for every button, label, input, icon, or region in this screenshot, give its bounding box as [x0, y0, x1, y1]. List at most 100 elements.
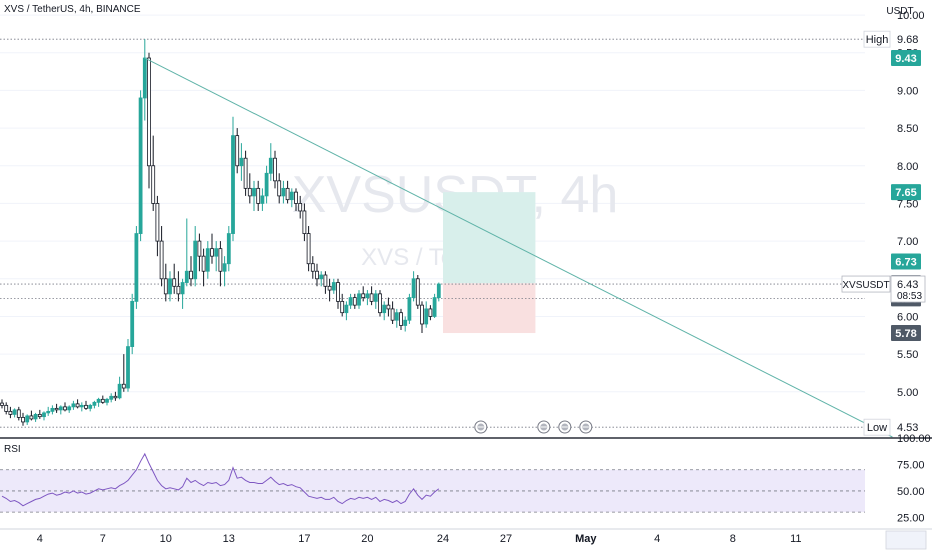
candle[interactable]	[79, 402, 84, 412]
candle[interactable]	[361, 286, 366, 302]
candle[interactable]	[117, 376, 122, 400]
candle[interactable]	[340, 293, 345, 317]
candle[interactable]	[147, 52, 151, 189]
candle[interactable]	[273, 150, 277, 189]
candle[interactable]	[8, 406, 13, 419]
candle[interactable]	[205, 241, 210, 279]
dividend-marker-icon[interactable]	[579, 420, 593, 434]
candle[interactable]	[386, 297, 391, 317]
candle[interactable]	[247, 173, 252, 204]
candle[interactable]	[189, 256, 193, 287]
candle[interactable]	[399, 308, 403, 331]
symbol-header[interactable]: XVS / TetherUS, 4h, BINANCE	[4, 4, 141, 15]
candle[interactable]	[197, 233, 202, 272]
candle[interactable]	[33, 412, 38, 422]
candle[interactable]	[168, 271, 172, 302]
candle[interactable]	[420, 301, 424, 334]
candle[interactable]	[256, 180, 261, 211]
candle[interactable]	[37, 409, 42, 419]
candle[interactable]	[344, 301, 349, 321]
candle[interactable]	[323, 271, 328, 294]
candle[interactable]	[176, 271, 181, 302]
candle[interactable]	[105, 397, 109, 406]
dividend-marker-icon[interactable]	[558, 420, 572, 434]
candle[interactable]	[264, 165, 269, 204]
candle[interactable]	[121, 354, 126, 392]
candle[interactable]	[29, 410, 34, 421]
candle[interactable]	[218, 241, 223, 287]
dividend-marker-icon[interactable]	[474, 420, 488, 434]
candle[interactable]	[159, 226, 164, 287]
candle[interactable]	[243, 150, 248, 196]
candle[interactable]	[432, 293, 437, 318]
candle[interactable]	[378, 290, 382, 317]
candle[interactable]	[281, 180, 286, 204]
dividend-marker-icon[interactable]	[537, 420, 551, 434]
candle[interactable]	[138, 90, 143, 242]
candle[interactable]	[193, 226, 198, 287]
candle[interactable]	[58, 405, 63, 415]
candle[interactable]	[310, 256, 315, 279]
candle[interactable]	[306, 226, 311, 272]
long-position-tool[interactable]	[443, 192, 536, 334]
trendline[interactable]	[144, 57, 893, 438]
candle[interactable]	[252, 180, 256, 211]
candle[interactable]	[16, 406, 21, 421]
candle[interactable]	[184, 218, 189, 287]
candle[interactable]	[46, 406, 51, 416]
candle[interactable]	[172, 263, 177, 294]
candle[interactable]	[352, 293, 357, 309]
candle[interactable]	[126, 339, 130, 392]
candle[interactable]	[130, 293, 135, 355]
candle[interactable]	[210, 233, 214, 264]
candle[interactable]	[54, 403, 59, 413]
candle[interactable]	[42, 411, 46, 421]
candle[interactable]	[407, 293, 412, 324]
candle[interactable]	[92, 400, 97, 409]
candle[interactable]	[50, 405, 55, 415]
candle[interactable]	[222, 256, 227, 287]
candle[interactable]	[21, 412, 25, 426]
candle[interactable]	[336, 278, 340, 309]
rsi-label[interactable]: RSI	[4, 444, 21, 455]
candle[interactable]	[382, 301, 387, 321]
candle[interactable]	[4, 402, 9, 415]
candle[interactable]	[180, 278, 185, 309]
candle[interactable]	[436, 282, 441, 302]
candle[interactable]	[88, 403, 93, 412]
candle[interactable]	[428, 305, 433, 321]
candle[interactable]	[277, 173, 282, 204]
candle[interactable]	[96, 397, 101, 407]
candle[interactable]	[285, 180, 290, 204]
candle[interactable]	[331, 278, 336, 294]
candlestick-series[interactable]	[0, 39, 441, 426]
candle[interactable]	[302, 203, 307, 242]
candle[interactable]	[109, 393, 114, 403]
candle[interactable]	[134, 226, 139, 309]
candle[interactable]	[373, 290, 378, 309]
candle[interactable]	[201, 248, 206, 287]
candle[interactable]	[67, 405, 72, 413]
candle[interactable]	[100, 395, 105, 404]
candle[interactable]	[235, 128, 240, 174]
candle[interactable]	[424, 301, 429, 328]
target-zone[interactable]	[443, 192, 536, 284]
candle[interactable]	[394, 308, 399, 328]
candle[interactable]	[369, 286, 374, 306]
event-markers[interactable]	[474, 420, 593, 434]
candle[interactable]	[239, 143, 244, 181]
candle[interactable]	[415, 275, 420, 309]
candle[interactable]	[294, 188, 298, 211]
candle[interactable]	[163, 263, 168, 302]
candle[interactable]	[327, 278, 332, 302]
rsi-pane[interactable]	[0, 437, 932, 513]
candle[interactable]	[268, 143, 273, 181]
trendline-drawing[interactable]	[144, 57, 893, 438]
candle[interactable]	[151, 135, 156, 211]
candle[interactable]	[315, 263, 319, 287]
candle[interactable]	[357, 290, 361, 309]
candle[interactable]	[214, 241, 219, 272]
candle[interactable]	[12, 408, 17, 418]
candle[interactable]	[142, 39, 147, 121]
